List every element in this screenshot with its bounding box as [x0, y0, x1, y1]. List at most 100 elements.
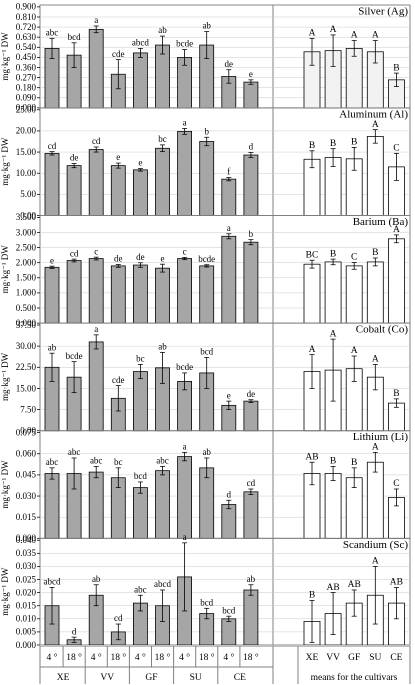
data-label: cd	[92, 136, 101, 146]
bar	[177, 456, 193, 539]
data-label: cde	[112, 49, 125, 59]
bar	[132, 371, 148, 432]
mean-label: B	[393, 389, 399, 399]
bar	[177, 130, 193, 216]
data-label: d	[72, 626, 77, 636]
y-tick-label: 0.450	[16, 52, 37, 62]
data-label: abc	[90, 456, 103, 466]
mean-label: A	[330, 329, 337, 339]
data-label: c	[94, 246, 98, 256]
y-axis-label: mg·kg⁻¹ DW	[0, 245, 10, 294]
y-tick-label: 5.00	[20, 189, 36, 199]
bar	[88, 258, 104, 324]
mean-label: B	[330, 249, 336, 259]
y-tick-label: 0.360	[16, 62, 37, 72]
data-label: a	[183, 442, 187, 452]
y-axis-label: mg·kg⁻¹ DW	[0, 32, 10, 81]
bar	[132, 487, 148, 539]
y-tick-label: 0.810	[16, 12, 37, 22]
bar	[243, 589, 259, 646]
bar	[155, 470, 170, 539]
mean-bar	[324, 261, 342, 324]
mean-cultivar-label: XE	[306, 653, 319, 663]
y-tick-label: 1.500	[16, 273, 37, 283]
mean-label: B	[309, 141, 315, 151]
bar	[177, 258, 193, 324]
mean-bar	[366, 461, 384, 539]
data-label: cd	[247, 478, 256, 488]
data-label: cde	[112, 375, 125, 385]
mean-label: AB	[305, 452, 318, 462]
data-label: b	[249, 229, 254, 239]
y-tick-label: 0.540	[16, 42, 37, 52]
data-label: ab	[92, 574, 101, 584]
bar	[110, 165, 126, 216]
y-axis-label: mg·kg⁻¹ DW	[0, 460, 10, 509]
data-label: abc	[46, 457, 59, 467]
cultivar-label: GF	[145, 673, 157, 683]
panel-title: Lithium (Li)	[353, 431, 409, 443]
y-tick-label: 0.000	[16, 103, 37, 113]
data-label: e	[116, 152, 120, 162]
panel-5: 0.000 0.005 0.010 0.015 0.020 0.025 0.030 0.035…	[0, 532, 411, 650]
bar	[221, 504, 237, 539]
y-tick-label: 0.035	[16, 548, 37, 558]
cultivar-label: XE	[57, 673, 70, 683]
y-tick-label: 0.000	[16, 533, 37, 543]
temp-label: 4 °	[47, 652, 58, 663]
y-tick-label: 2.000	[16, 258, 37, 268]
bar	[199, 141, 215, 216]
mean-label: AB	[348, 580, 361, 590]
data-label: abcd	[132, 38, 149, 48]
mean-label: BC	[306, 250, 319, 260]
data-label: a	[94, 15, 98, 25]
temp-label: 4 °	[135, 652, 146, 663]
cultivar-label: CE	[234, 673, 246, 683]
mean-label: A	[351, 31, 358, 41]
temp-label: 4 °	[91, 652, 102, 663]
panel-title: Aluminum (Al)	[339, 108, 408, 120]
data-label: bcde	[198, 254, 215, 264]
bar	[243, 241, 259, 324]
mean-label: B	[372, 248, 378, 258]
data-label: d	[249, 142, 254, 152]
mean-label: B	[351, 138, 357, 148]
mean-label: B	[330, 457, 336, 467]
y-axis-label: mg·kg⁻¹ DW	[0, 567, 10, 616]
temp-label: 18 °	[66, 652, 82, 663]
y-tick-label: 7.50	[20, 404, 36, 414]
y-tick-label: 0.015	[16, 512, 37, 522]
mean-label: B	[309, 591, 315, 601]
mean-label: B	[351, 458, 357, 468]
temp-label: 4 °	[223, 652, 234, 663]
temp-label: 18 °	[243, 652, 259, 663]
bar	[66, 260, 82, 324]
y-tick-label: 37.50	[16, 320, 37, 330]
data-label: e	[161, 253, 165, 263]
bar	[110, 265, 126, 324]
cultivar-label: VV	[100, 673, 114, 683]
y-tick-label: 1.000	[16, 288, 37, 298]
mean-label: B	[330, 139, 336, 149]
y-tick-label: 0.015	[16, 601, 37, 611]
data-label: bcd	[222, 605, 235, 615]
panel-3: 0.00 7.50 15.00 22.50 30.00 37.50 mg·kg⁻¹ DW Co…	[0, 320, 411, 436]
data-label: a	[183, 532, 187, 542]
bar	[155, 44, 170, 109]
mean-label: AB	[390, 578, 403, 588]
data-label: bcde	[176, 362, 193, 372]
data-label: bcd	[200, 347, 213, 357]
y-tick-label: 0.010	[16, 614, 37, 624]
data-label: ab	[48, 342, 57, 352]
data-label: de	[70, 153, 79, 163]
bar	[88, 471, 104, 539]
bar	[132, 169, 148, 216]
data-label: ab	[158, 342, 167, 352]
mean-label: C	[351, 253, 357, 263]
data-label: bcde	[66, 351, 83, 361]
y-tick-label: 0.720	[16, 22, 37, 32]
y-axis-label: mg·kg⁻¹ DW	[0, 137, 10, 186]
panel-4: 0.000 0.015 0.030 0.045 0.060 0.075 mg·kg⁻¹ DW…	[0, 427, 411, 543]
data-label: abc	[46, 27, 59, 37]
y-tick-label: 0.900	[16, 2, 37, 12]
